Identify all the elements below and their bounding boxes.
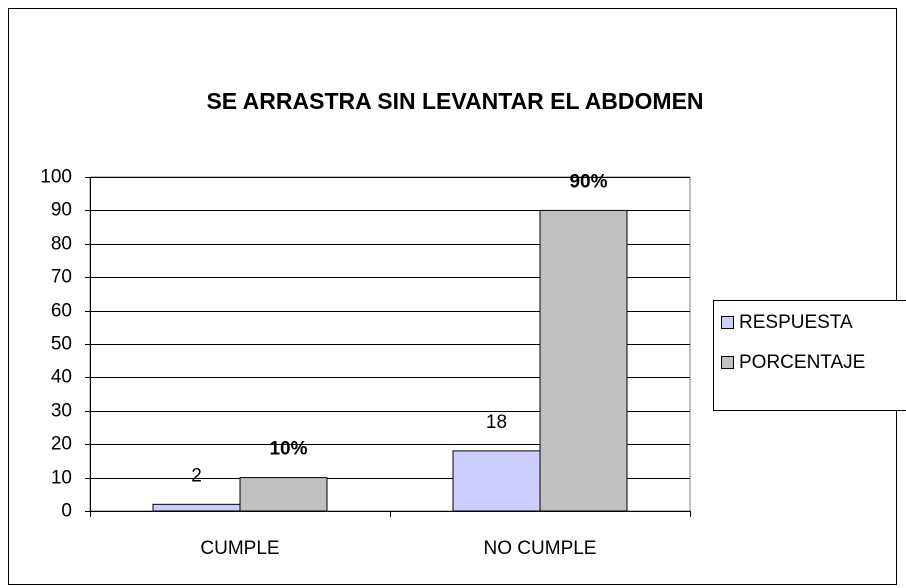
- y-tick-label: 20: [51, 434, 72, 455]
- legend-label: RESPUESTA: [739, 312, 853, 333]
- chart-title: SE ARRASTRA SIN LEVANTAR EL ABDOMEN: [206, 88, 703, 114]
- y-tick-label: 10: [51, 468, 72, 489]
- data-label: 10%: [269, 439, 307, 460]
- y-tick-label: 80: [51, 234, 72, 255]
- y-tick-label: 50: [51, 334, 72, 355]
- legend-box: [713, 300, 906, 411]
- y-tick-label: 0: [61, 501, 72, 522]
- y-tick-label: 100: [40, 167, 72, 188]
- y-tick-label: 30: [51, 401, 72, 422]
- data-label: 2: [191, 465, 202, 486]
- x-tick-label: CUMPLE: [200, 538, 279, 559]
- y-tick-label: 40: [51, 367, 72, 388]
- legend-swatch: [721, 316, 734, 329]
- data-label: 18: [486, 412, 507, 433]
- legend-label: PORCENTAJE: [739, 352, 865, 373]
- legend-swatch: [721, 356, 734, 369]
- bar: [452, 450, 541, 512]
- data-label: 90%: [569, 171, 607, 192]
- bar: [539, 209, 628, 512]
- x-tick-label: NO CUMPLE: [484, 538, 597, 559]
- bar: [239, 477, 328, 512]
- y-tick-label: 60: [51, 301, 72, 322]
- y-tick-label: 90: [51, 200, 72, 221]
- bar: [152, 503, 241, 512]
- y-tick-label: 70: [51, 267, 72, 288]
